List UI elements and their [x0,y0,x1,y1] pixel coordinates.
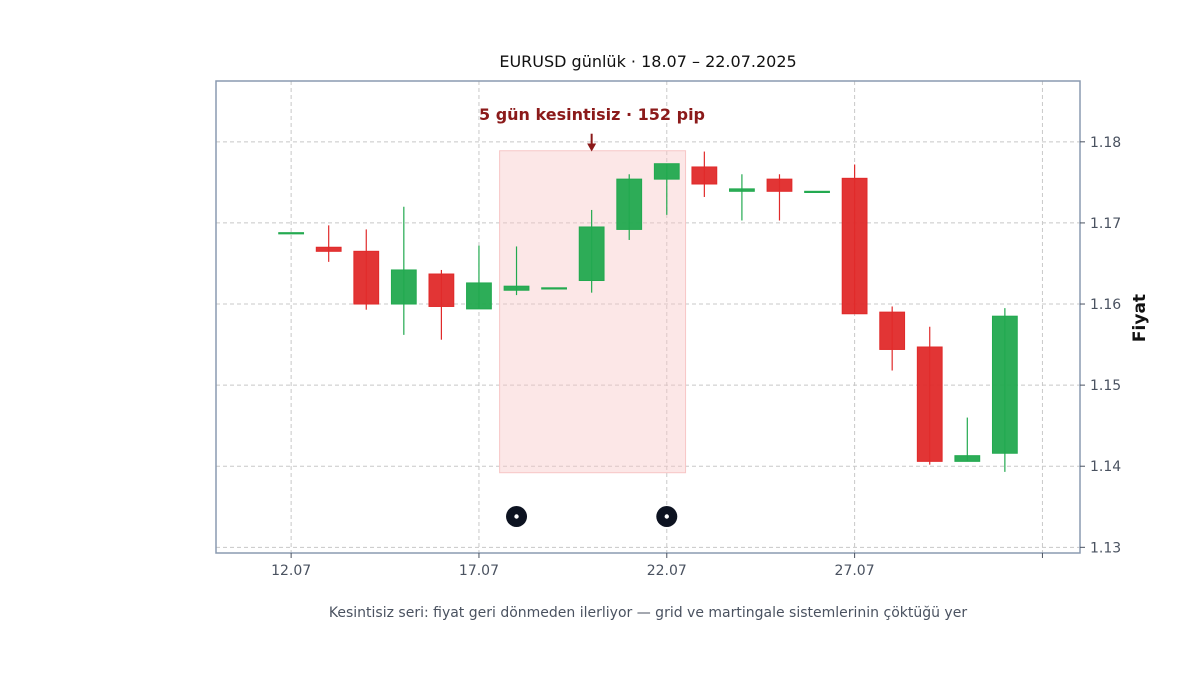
x-tick-label: 12.07 [271,563,311,579]
candle-body-down [428,273,455,307]
candle-body-down [315,246,342,252]
y-tick-label: 1.16 [1090,297,1121,313]
y-tick-label: 1.18 [1090,135,1121,151]
candle-body-down [766,178,793,192]
streak-annotation: 5 gün kesintisiz · 152 pip [479,105,705,124]
y-tick-label: 1.17 [1090,216,1121,232]
candle-body-down [916,346,943,462]
x-tick-label: 22.07 [647,563,687,579]
chart-caption: Kesintisiz seri: fiyat geri dönmeden ile… [329,605,967,621]
annotation-arrow-head [587,143,597,152]
highlight-region [499,150,687,474]
candles [278,151,1018,472]
x-tick-label: 17.07 [459,563,499,579]
y-axis-label: Fiyat [1130,294,1150,342]
chart-title: EURUSD günlük · 18.07 – 22.07.2025 [499,52,796,71]
candle-body-up [578,226,605,282]
candle-body-up [278,232,305,235]
candle-body-up [653,163,680,180]
candle-body-down [879,311,906,350]
annotation: 5 gün kesintisiz · 152 pip [479,105,705,152]
streak-highlight [499,150,687,474]
x-tick-label: 27.07 [835,563,875,579]
candle-body-down [841,177,868,315]
candle-body-down [353,250,380,305]
candle-body-up [466,282,492,310]
candle-body-up [804,190,830,193]
axes: 1.13 1.14 1.15 1.16 1.17 1.18 12.07 17.07 22.07 2… [271,135,1121,579]
candle-body-up [541,287,567,290]
candle-body-up [503,285,530,291]
candle-body-up [390,269,417,305]
y-tick-label: 1.13 [1090,540,1121,556]
y-tick-label: 1.14 [1090,459,1121,475]
plot-frame [215,80,1081,554]
event-marker-dot [664,514,669,519]
candle-body-up [616,178,643,230]
markers [506,506,678,528]
candle-body-up [991,315,1018,454]
y-tick-label: 1.15 [1090,378,1121,394]
candle-body-up [729,188,755,192]
event-marker-dot [514,514,519,519]
candle-body-up [954,455,981,462]
candle-body-down [691,166,718,185]
